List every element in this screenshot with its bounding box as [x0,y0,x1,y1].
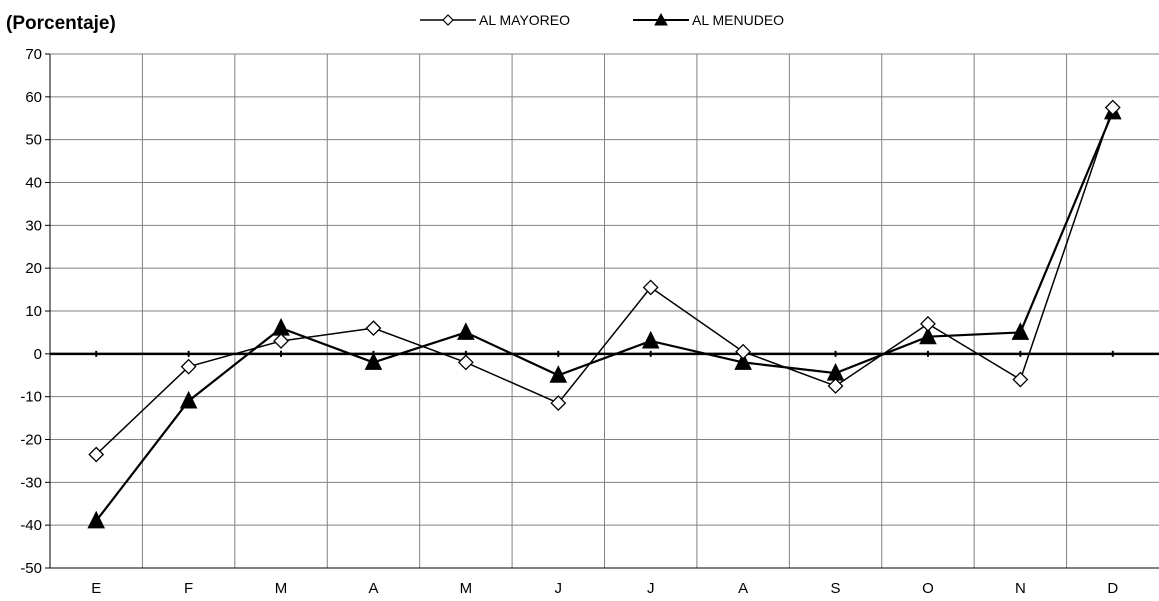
x-tick-label: A [738,580,748,597]
y-tick-label: -30 [20,474,42,491]
y-tick-label: 40 [25,175,42,192]
data-point-menudeo [87,510,106,529]
data-point-menudeo [364,352,383,370]
data-point-menudeo [457,322,475,340]
legend-marker-menudeo [654,12,668,26]
data-point-mayoreo [180,358,197,375]
y-tick-label: -50 [20,560,42,577]
x-tick-label: D [1107,580,1118,597]
legend-label-menudeo: AL MENUDEO [692,12,784,28]
series-line-mayoreo [95,107,1114,456]
legend: AL MAYOREO AL MENUDEO [420,12,784,28]
x-tick-label: S [831,580,841,597]
legend-label-mayoreo: AL MAYOREO [479,12,570,28]
y-tick-label: -10 [20,389,42,406]
y-tick-label: -40 [20,517,42,534]
y-tick-label: 20 [25,260,42,277]
data-point-mayoreo [550,395,567,412]
data-point-mayoreo [1012,371,1029,388]
data-point-menudeo [919,326,937,345]
x-tick-label: E [91,580,101,597]
y-tick-label: 30 [25,217,42,234]
data-point-menudeo [641,330,660,349]
x-tick-label: M [275,580,288,597]
x-tick-label: J [555,580,563,597]
x-tick-label: F [184,580,193,597]
y-axis-label: (Porcentaje) [6,13,116,34]
y-tick-label: 70 [25,46,42,63]
y-tick-label: 60 [25,89,42,106]
legend-marker-mayoreo [442,14,454,26]
plot-area: 70 60 50 40 30 20 10 0 -10 -20 -30 -40 -50 E F M A M J J A S O… [20,46,1159,597]
data-point-menudeo [549,365,568,383]
data-point-mayoreo [457,354,474,371]
series-line-menudeo [95,111,1114,522]
data-point-mayoreo [735,343,752,360]
y-tick-label: 50 [25,132,42,149]
data-point-mayoreo [642,279,659,296]
y-tick-label: 10 [25,303,42,320]
data-point-mayoreo [273,333,289,349]
data-point-menudeo [179,390,198,409]
x-tick-label: J [647,580,655,597]
data-point-mayoreo [88,446,105,463]
x-tick-label: O [922,580,934,597]
data-point-mayoreo [827,378,844,394]
data-point-mayoreo [365,320,382,337]
x-tick-label: N [1015,580,1026,597]
data-point-menudeo [734,352,752,370]
data-point-menudeo [1011,322,1030,340]
x-tick-label: M [460,580,473,597]
data-point-mayoreo [1104,99,1121,116]
data-point-mayoreo [920,315,936,332]
x-tick-label: A [368,580,378,597]
y-tick-label: 0 [34,346,42,363]
data-point-menudeo [272,318,290,336]
y-tick-label: -20 [20,432,42,449]
